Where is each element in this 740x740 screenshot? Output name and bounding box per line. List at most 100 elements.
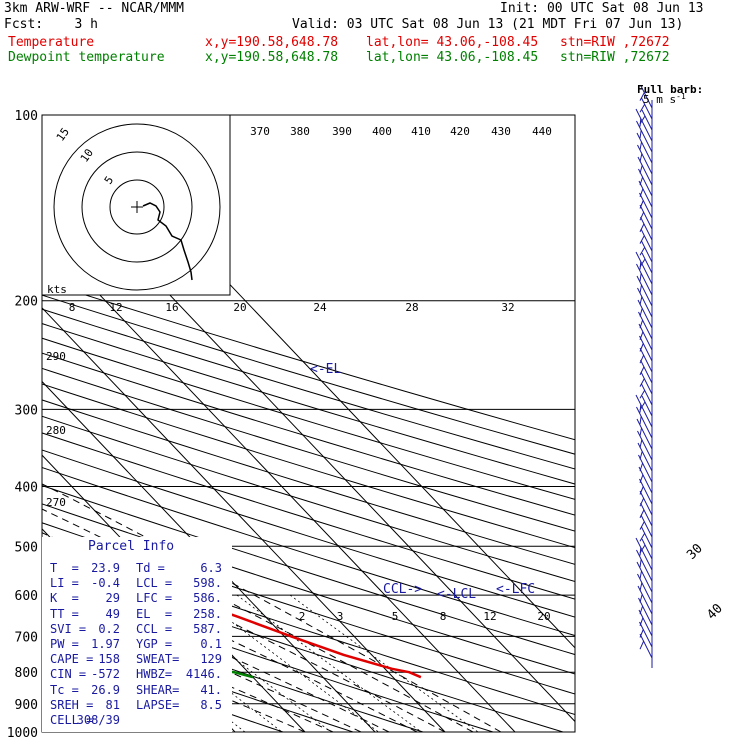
dry-adiabat-line (42, 603, 424, 732)
wind-barb (640, 228, 653, 252)
hodograph-frame (41, 114, 231, 296)
parcel-info-cell: 598. (193, 576, 222, 591)
wind-barb-flag (639, 354, 645, 364)
theta-e-label: 370 (250, 125, 270, 138)
dry-adiabat-line (42, 280, 575, 441)
parcel-info-cell: 29 (105, 591, 120, 606)
wind-barb (635, 108, 653, 142)
parcel-info-cell: Td = (136, 561, 165, 575)
parcel-marker-label: CCL-> (383, 582, 422, 597)
wind-barb (637, 144, 653, 175)
isotherm-line (42, 233, 516, 732)
parcel-info-cell: SWEAT= (136, 652, 180, 667)
parcel-info-row: PW = 1.97 YGP = 0.1 (50, 637, 232, 652)
isotherm-line (42, 380, 376, 732)
wind-barb (637, 573, 653, 604)
theta-e-label: 390 (332, 125, 352, 138)
barb-legend-exponent: -1 (676, 92, 686, 101)
pressure-tick-label: 300 (15, 403, 38, 418)
wind-barb-flag (639, 416, 642, 425)
wind-barb-flag (639, 92, 645, 101)
mixing-ratio-label: 2 (299, 610, 306, 623)
dry-adiabat-line (42, 466, 575, 637)
wind-barb-flag (639, 427, 642, 437)
dry-adiabat-line (42, 432, 575, 600)
wind-barb (640, 359, 653, 384)
parcel-info-cell: PW = (50, 636, 79, 651)
parcel-info-cell: 81 (105, 697, 120, 712)
wind-barb-flag (639, 570, 642, 580)
hodograph-ring-label: 10 (78, 146, 96, 164)
wind-barb (636, 418, 653, 450)
valid-time: Valid: 03 UTC Sat 08 Jun 13 (21 MDT Fri … (292, 17, 684, 32)
wind-barb (638, 454, 653, 483)
dry-adiabat-line (42, 308, 575, 470)
wind-barb (640, 502, 653, 527)
dry-adiabat-label: 270 (46, 496, 66, 509)
wind-barb (638, 180, 653, 208)
speed-tick-label: 8 (69, 301, 76, 314)
wind-barb (639, 192, 653, 219)
dry-adiabat-line (42, 484, 575, 656)
parcel-info-cell: T = (50, 561, 79, 575)
dry-adiabat-line (42, 503, 575, 675)
parcel-info-row: CELL = 308/39 (50, 713, 232, 728)
mixing-ratio-line (196, 594, 379, 732)
parcel-info-cell: K = (50, 591, 79, 606)
parcel-info-cell: LAPSE= (136, 697, 180, 712)
parcel-info-cell: 308/39 (76, 712, 120, 727)
wind-barb-flag (639, 640, 645, 650)
parcel-info-cell: 41. (200, 682, 222, 697)
speed-tick-label: 12 (109, 301, 122, 314)
parcel-info-row: TT = 49 EL = 258. (50, 607, 232, 622)
forecast-hour: Fcst: 3 h (4, 17, 98, 32)
wind-barb (637, 430, 653, 461)
parcel-marker-label: <-LCL (437, 587, 476, 602)
wind-barb-flag (639, 284, 642, 294)
wind-barb (637, 585, 653, 615)
wind-barb (637, 287, 653, 318)
temperature-axis: -80-70-60-50-40-30-20-100102030403703803… (46, 125, 726, 623)
wind-barb (638, 323, 653, 351)
parcel-info-cell: 6.3 (200, 561, 222, 575)
parcel-info-cell: CCL = (136, 621, 173, 636)
pressure-tick-label: 600 (15, 589, 38, 604)
parcel-info-rows: T = 23.9 Td = 6.3 LI = -0.4 LCL = 598. K = 29 LFC … (50, 561, 232, 728)
parcel-info-cell: TT = (50, 606, 79, 621)
wind-barb-flag (639, 378, 645, 387)
pressure-tick-label: 100 (15, 109, 38, 124)
wind-barb-flag (639, 390, 646, 399)
parcel-marker-label: <-LFC (496, 582, 535, 597)
temperature-xy: x,y=190.58,648.78 (205, 35, 339, 50)
parcel-info-row: LI = -0.4 LCL = 598. (50, 576, 232, 591)
theta-e-label: 420 (450, 125, 470, 138)
parcel-info-title: Parcel Info (88, 539, 175, 554)
wind-barb (641, 240, 653, 263)
mixing-ratio-label: 8 (440, 610, 447, 623)
wind-barb (639, 347, 653, 373)
theta-e-label: 400 (372, 125, 392, 138)
parcel-info-cell: EL = (136, 606, 173, 621)
parcel-info-cell: 23.9 (91, 561, 120, 575)
temperature-tick-label: 30 (684, 541, 706, 563)
wind-barb (641, 252, 653, 274)
wind-barb (638, 609, 653, 637)
parcel-info-row: Tc = 26.9 SHEAR= 41. (50, 683, 232, 698)
wind-barb (641, 526, 653, 549)
dewpoint-xy: x,y=190.58,648.78 (205, 50, 339, 65)
wind-barb (638, 168, 653, 197)
mixing-ratio-label: 12 (483, 610, 496, 623)
wind-barb (641, 383, 653, 406)
wind-barb-flag (639, 439, 643, 448)
wind-barb (641, 109, 653, 131)
temperature-tick-label: 40 (704, 601, 726, 623)
temperature-legend: Temperature (8, 35, 95, 50)
wind-barb (635, 251, 653, 285)
wind-barb-flag (639, 261, 642, 270)
wind-barb-flag (639, 559, 642, 568)
parcel-info-cell: Tc = (50, 682, 79, 697)
hodograph-ring (109, 179, 165, 235)
pressure-tick-label: 400 (15, 480, 38, 495)
parcel-info-cell: 26.9 (91, 682, 120, 697)
